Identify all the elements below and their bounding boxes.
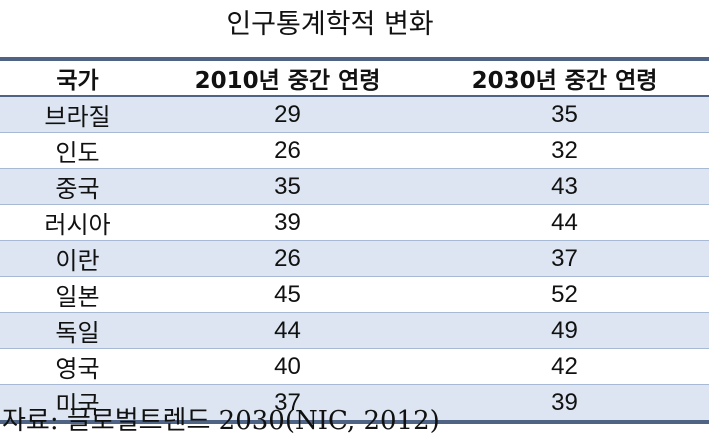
age-cell: 39 [420,384,709,422]
age-cell: 35 [420,96,709,133]
table-row: 일본 45 52 [0,276,709,313]
age-cell: 37 [155,384,420,422]
age-cell: 44 [420,204,709,241]
age-cell: 40 [155,348,420,385]
table-row: 인도 26 32 [0,132,709,169]
country-cell: 독일 [0,312,155,349]
age-cell: 32 [420,132,709,169]
age-cell: 37 [420,240,709,277]
source-note: 자료: 글로벌트렌드 2030(NIC, 2012) [2,406,440,436]
table-row: 미국 37 39 [0,384,709,422]
country-cell: 러시아 [0,204,155,241]
age-cell: 49 [420,312,709,349]
column-header: 국가 [0,59,155,97]
country-cell: 미국 [0,384,155,422]
age-cell: 26 [155,132,420,169]
table-row: 러시아 39 44 [0,204,709,241]
age-cell: 44 [155,312,420,349]
title: 인구통계학적 변화 [226,9,434,40]
country-cell: 영국 [0,348,155,385]
table-body: 브라질 29 35 인도 26 32 중국 35 43 러시아 39 44 이란 26 37 일본 45 52 독일… [0,96,709,422]
table-row: 중국 35 43 [0,168,709,205]
age-cell: 52 [420,276,709,313]
country-cell: 이란 [0,240,155,277]
table-row: 이란 26 37 [0,240,709,277]
header-row: 국가 2010년 중간 연령 2030년 중간 연령 [0,59,709,97]
column-header: 2030년 중간 연령 [420,59,709,97]
table-row: 독일 44 49 [0,312,709,349]
age-cell: 29 [155,96,420,133]
age-cell: 43 [420,168,709,205]
data-table: 국가 2010년 중간 연령 2030년 중간 연령 브라질 29 35 인도 26 32 중국… [0,57,709,424]
age-cell: 26 [155,240,420,277]
age-cell: 35 [155,168,420,205]
age-cell: 39 [155,204,420,241]
country-cell: 중국 [0,168,155,205]
country-cell: 일본 [0,276,155,313]
country-cell: 인도 [0,132,155,169]
table-row: 영국 40 42 [0,348,709,385]
table-row: 브라질 29 35 [0,96,709,133]
age-cell: 45 [155,276,420,313]
age-cell: 42 [420,348,709,385]
column-header: 2010년 중간 연령 [155,59,420,97]
country-cell: 브라질 [0,96,155,133]
